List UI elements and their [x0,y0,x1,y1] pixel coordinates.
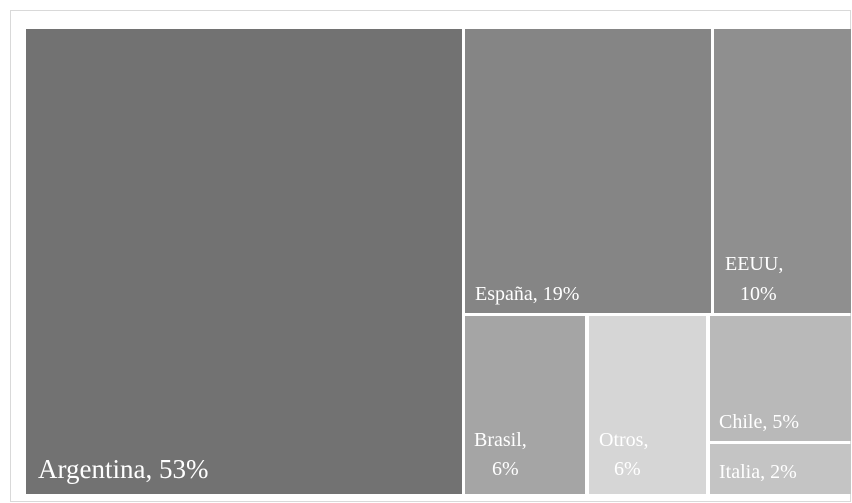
treemap-label-otros-line-2: 6% [614,458,641,480]
treemap-tile-brasil: Brasil, 6% [465,316,585,494]
treemap-label-italia: Italia, 2% [719,461,797,483]
treemap-rect-argentina [26,29,462,494]
treemap-tile-argentina: Argentina, 53% [26,29,462,494]
treemap-tile-chile: Chile, 5% [710,316,851,441]
treemap-tile-espana: España, 19% [465,29,711,313]
treemap-label-otros-line-1: Otros, [599,429,648,451]
treemap-tile-otros: Otros, 6% [589,316,706,494]
treemap-tile-eeuu: EEUU, 10% [714,29,851,313]
treemap-label-eeuu-line-1: EEUU, [725,253,783,275]
treemap-rect-brasil [465,316,585,494]
treemap-label-chile: Chile, 5% [719,411,799,433]
treemap-label-brasil-line-2: 6% [492,458,519,480]
treemap-label-espana: España, 19% [475,283,579,305]
treemap-rect-espana [465,29,711,313]
treemap-tile-italia: Italia, 2% [710,444,851,494]
treemap-label-eeuu-line-2: 10% [740,283,777,305]
treemap-rect-otros [589,316,706,494]
treemap-label-argentina: Argentina, 53% [38,454,208,484]
treemap-rect-eeuu [714,29,851,313]
treemap-rect-italia [710,444,851,494]
treemap-label-brasil-line-1: Brasil, [474,429,527,451]
treemap-rect-chile [710,316,851,441]
